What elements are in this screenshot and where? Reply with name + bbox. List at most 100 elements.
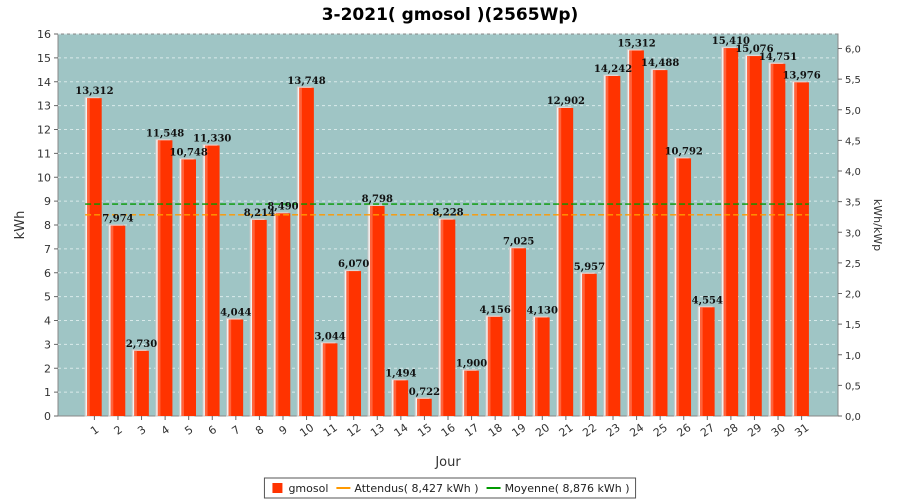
- x-axis-title: Jour: [434, 455, 461, 470]
- y-tick-label: 12: [37, 124, 51, 137]
- bar: [487, 316, 503, 416]
- bar-highlight: [417, 398, 420, 416]
- bar-highlight: [487, 316, 491, 416]
- bar-label: 8,490: [267, 201, 298, 212]
- y2-tick-label: 1,0: [845, 351, 861, 362]
- bar-highlight: [534, 317, 538, 416]
- bar: [534, 317, 550, 416]
- bar: [747, 56, 762, 417]
- x-tick-label: 16: [439, 421, 458, 440]
- y2-tick-label: 5,5: [845, 75, 861, 86]
- bar-highlight: [157, 140, 161, 416]
- y2-axis-ticks: 0,0 0,5 1,0 1,5 2,0 2,5 3,0 3,5 4,0 4,5 5,0 5,5 6,0: [838, 45, 861, 423]
- bar: [275, 213, 291, 416]
- bar-label: 7,025: [503, 236, 534, 247]
- y-tick-label: 10: [37, 171, 51, 184]
- y2-tick-label: 3,5: [845, 198, 861, 209]
- x-tick-label: 6: [206, 423, 219, 438]
- bar-highlight: [346, 271, 350, 416]
- y2-axis-title: kWh/kWp: [871, 199, 884, 251]
- bar-highlight: [181, 159, 185, 417]
- bar-label: 13,748: [287, 76, 325, 87]
- bar-highlight: [700, 307, 703, 416]
- bar-label: 4,554: [692, 295, 723, 306]
- bars: [84, 46, 809, 417]
- bar-highlight: [299, 87, 302, 416]
- x-tick-label: 23: [604, 421, 623, 440]
- bar-highlight: [511, 248, 515, 416]
- x-tick-label: 25: [651, 421, 670, 440]
- bar: [134, 350, 149, 416]
- bar-label: 11,330: [193, 133, 231, 144]
- bar: [558, 107, 574, 416]
- legend-entry-label: Attendus( 8,427 kWh ): [354, 482, 478, 495]
- x-tick-label: 13: [368, 421, 387, 440]
- bar-highlight: [252, 219, 255, 416]
- bar: [204, 145, 220, 416]
- bar-highlight: [723, 48, 727, 417]
- bar-label: 11,548: [146, 128, 184, 139]
- y-tick-label: 13: [37, 100, 51, 113]
- bar: [676, 158, 692, 416]
- y2-tick-label: 2,0: [845, 290, 861, 301]
- bar: [511, 248, 527, 416]
- y-tick-label: 14: [37, 76, 51, 89]
- x-tick-label: 18: [486, 421, 505, 440]
- y-axis-title: kWh: [13, 211, 28, 240]
- x-tick-label: 14: [392, 421, 411, 440]
- x-tick-label: 15: [415, 421, 434, 440]
- y2-tick-label: 4,5: [845, 136, 861, 147]
- bar-highlight: [322, 343, 326, 416]
- y2-tick-label: 0,0: [845, 412, 861, 423]
- x-tick-label: 10: [297, 421, 316, 440]
- y-tick-label: 4: [44, 315, 51, 328]
- reference-lines: [85, 203, 809, 216]
- bar-label: 4,130: [527, 305, 558, 316]
- x-tick-label: 8: [253, 423, 266, 438]
- x-tick-label: 9: [277, 423, 290, 438]
- bar-label: 4,156: [479, 305, 510, 316]
- x-tick-label: 30: [769, 421, 788, 440]
- bar-highlight: [605, 75, 609, 416]
- bar-highlight: [87, 98, 90, 417]
- y-tick-label: 8: [44, 219, 51, 232]
- bar-label: 15,312: [617, 38, 655, 49]
- bar-label: 7,974: [102, 214, 133, 225]
- x-tick-label: 31: [792, 421, 811, 440]
- bar-highlight: [629, 50, 632, 417]
- bar-label: 1,494: [385, 368, 416, 379]
- y2-tick-label: 0,5: [845, 381, 861, 392]
- bar-highlight: [747, 56, 750, 417]
- legend: gmosol Attendus( 8,427 kWh ) Moyenne( 8,87…: [263, 477, 637, 499]
- y-tick-label: 1: [44, 386, 51, 399]
- x-tick-label: 5: [182, 423, 195, 438]
- x-tick-label: 28: [722, 421, 741, 440]
- bar-label: 14,242: [594, 64, 632, 75]
- y-tick-label: 2: [44, 362, 51, 375]
- bar-label: 14,488: [641, 58, 679, 69]
- bar-highlight: [369, 205, 373, 416]
- y-tick-label: 0: [44, 410, 51, 423]
- x-tick-label: 29: [745, 421, 764, 440]
- y-tick-label: 6: [44, 267, 51, 280]
- y2-tick-label: 2,5: [845, 259, 861, 270]
- bar: [346, 271, 362, 416]
- bar-label: 3,044: [314, 331, 345, 342]
- bar: [299, 87, 314, 416]
- bar: [252, 219, 267, 416]
- bar-highlight: [228, 319, 232, 416]
- x-tick-label: 4: [159, 423, 172, 438]
- bar: [181, 159, 196, 417]
- bar-highlight: [275, 213, 279, 416]
- y-tick-label: 3: [44, 338, 51, 351]
- x-tick-label: 22: [580, 421, 599, 440]
- bar: [794, 82, 809, 416]
- x-tick-label: 27: [698, 421, 717, 440]
- bar: [322, 343, 338, 416]
- bar-highlight: [110, 225, 114, 416]
- y-tick-label: 11: [37, 147, 51, 160]
- bar-label: 10,748: [170, 147, 208, 158]
- x-tick-label: 3: [135, 423, 148, 438]
- bar-labels: 13,312 7,974 2,730 11,548 10,748 11,330 4,044 8…: [75, 36, 821, 398]
